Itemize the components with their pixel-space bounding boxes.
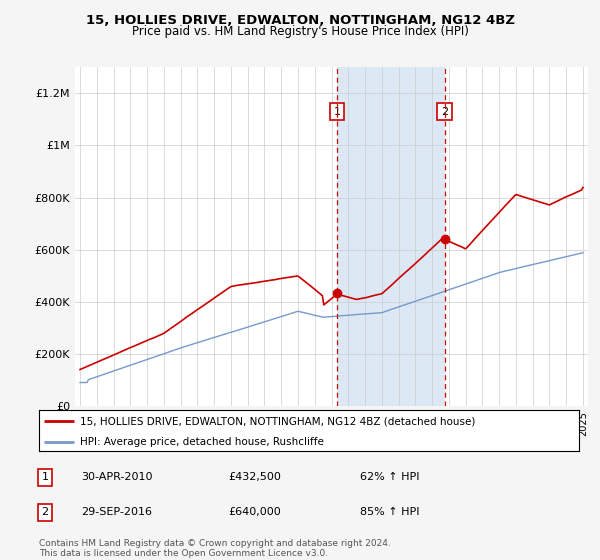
Text: Contains HM Land Registry data © Crown copyright and database right 2024.
This d: Contains HM Land Registry data © Crown c… [39, 539, 391, 558]
Text: 15, HOLLIES DRIVE, EDWALTON, NOTTINGHAM, NG12 4BZ: 15, HOLLIES DRIVE, EDWALTON, NOTTINGHAM,… [86, 14, 515, 27]
Bar [337, 67, 445, 406]
Text: £640,000: £640,000 [228, 507, 281, 517]
Text: 29-SEP-2016: 29-SEP-2016 [81, 507, 152, 517]
Text: 62% ↑ HPI: 62% ↑ HPI [360, 472, 419, 482]
Text: £432,500: £432,500 [228, 472, 281, 482]
Text: HPI: Average price, detached house, Rushcliffe: HPI: Average price, detached house, Rush… [79, 437, 323, 447]
Text: Price paid vs. HM Land Registry's House Price Index (HPI): Price paid vs. HM Land Registry's House … [131, 25, 469, 38]
Text: 2: 2 [41, 507, 49, 517]
Text: 15, HOLLIES DRIVE, EDWALTON, NOTTINGHAM, NG12 4BZ (detached house): 15, HOLLIES DRIVE, EDWALTON, NOTTINGHAM,… [79, 417, 475, 426]
Text: 2: 2 [441, 106, 448, 116]
Text: 1: 1 [41, 472, 49, 482]
Text: 30-APR-2010: 30-APR-2010 [81, 472, 152, 482]
Text: 85% ↑ HPI: 85% ↑ HPI [360, 507, 419, 517]
Text: 1: 1 [334, 106, 341, 116]
